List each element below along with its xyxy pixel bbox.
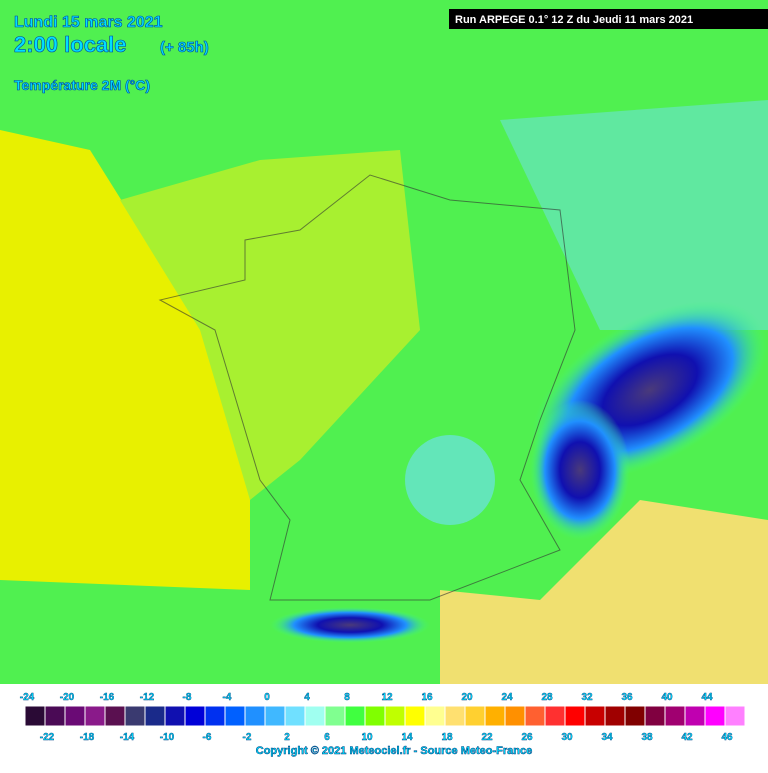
legend-label: -24	[20, 692, 35, 703]
legend-label: 20	[461, 692, 473, 703]
legend-swatch	[324, 705, 346, 727]
legend-label: 30	[561, 732, 573, 743]
legend-label: -6	[203, 732, 212, 743]
legend-label: 22	[481, 732, 493, 743]
legend-swatch	[424, 705, 446, 727]
color-legend: -24-22-20-18-16-14-12-10-8-6-4-202468101…	[20, 692, 746, 743]
legend-swatch	[104, 705, 126, 727]
legend-swatch	[604, 705, 626, 727]
legend-swatch	[504, 705, 526, 727]
legend-label: -16	[100, 692, 115, 703]
cool-east	[500, 100, 768, 330]
legend-label: -8	[183, 692, 192, 703]
legend-swatch	[484, 705, 506, 727]
legend-swatch	[164, 705, 186, 727]
date: Lundi 15 mars 2021	[14, 14, 163, 31]
legend-label: 38	[641, 732, 653, 743]
legend-label: 24	[501, 692, 513, 703]
legend-label: -14	[120, 732, 135, 743]
legend-label: -20	[60, 692, 75, 703]
legend-label: 36	[621, 692, 633, 703]
legend-label: 0	[264, 692, 270, 703]
legend-swatch	[64, 705, 86, 727]
legend-swatch	[464, 705, 486, 727]
legend-swatch	[304, 705, 326, 727]
legend-label: -10	[160, 732, 175, 743]
legend-swatch	[44, 705, 66, 727]
copyright: Copyright © 2021 Meteociel.fr - Source M…	[256, 745, 532, 757]
legend-label: 6	[324, 732, 330, 743]
legend-label: -12	[140, 692, 155, 703]
alps-south	[530, 400, 630, 540]
legend-label: 44	[701, 692, 713, 703]
legend-label: 16	[421, 692, 433, 703]
legend-label: 32	[581, 692, 593, 703]
legend-label: 40	[661, 692, 673, 703]
legend-label: 34	[601, 732, 613, 743]
legend-swatch	[224, 705, 246, 727]
legend-swatch	[624, 705, 646, 727]
legend-swatch	[344, 705, 366, 727]
legend-swatch	[184, 705, 206, 727]
legend-label: 12	[381, 692, 393, 703]
legend-label: -18	[80, 732, 95, 743]
legend-swatch	[584, 705, 606, 727]
pyrenees-cold	[270, 607, 430, 643]
legend-swatch	[704, 705, 726, 727]
legend-swatch	[284, 705, 306, 727]
legend-swatch	[364, 705, 386, 727]
variable: Température 2M (°C)	[14, 77, 150, 93]
land-mild	[120, 150, 420, 500]
legend-label: 18	[441, 732, 453, 743]
legend-swatch	[664, 705, 686, 727]
legend-label: 4	[304, 692, 310, 703]
run-info: Run ARPEGE 0.1° 12 Z du Jeudi 11 mars 20…	[455, 14, 693, 26]
legend-swatch	[724, 705, 746, 727]
legend-label: 46	[721, 732, 733, 743]
legend-swatch	[684, 705, 706, 727]
legend-label: -22	[40, 732, 55, 743]
legend-swatch	[644, 705, 666, 727]
legend-label: -4	[223, 692, 232, 703]
legend-swatch	[204, 705, 226, 727]
legend-swatch	[384, 705, 406, 727]
lead-time: (+ 85h)	[160, 39, 209, 56]
legend-label: 2	[284, 732, 290, 743]
legend-swatch	[124, 705, 146, 727]
legend-label: 14	[401, 732, 413, 743]
legend-label: 26	[521, 732, 533, 743]
legend-label: 42	[681, 732, 693, 743]
run-box	[449, 9, 768, 29]
legend-label: 8	[344, 692, 350, 703]
legend-swatch	[524, 705, 546, 727]
legend-swatch	[264, 705, 286, 727]
legend-label: 28	[541, 692, 553, 703]
legend-swatch	[244, 705, 266, 727]
france-border	[158, 174, 576, 601]
time: 2:00 locale	[14, 32, 127, 57]
sea-warm	[0, 130, 250, 590]
legend-swatch	[24, 705, 46, 727]
legend-label: 10	[361, 732, 373, 743]
legend-swatch	[444, 705, 466, 727]
legend-swatch	[84, 705, 106, 727]
massif-central	[405, 435, 495, 525]
legend-swatch	[144, 705, 166, 727]
legend-swatch	[564, 705, 586, 727]
legend-swatch	[544, 705, 566, 727]
legend-swatch	[404, 705, 426, 727]
legend-label: -2	[243, 732, 252, 743]
